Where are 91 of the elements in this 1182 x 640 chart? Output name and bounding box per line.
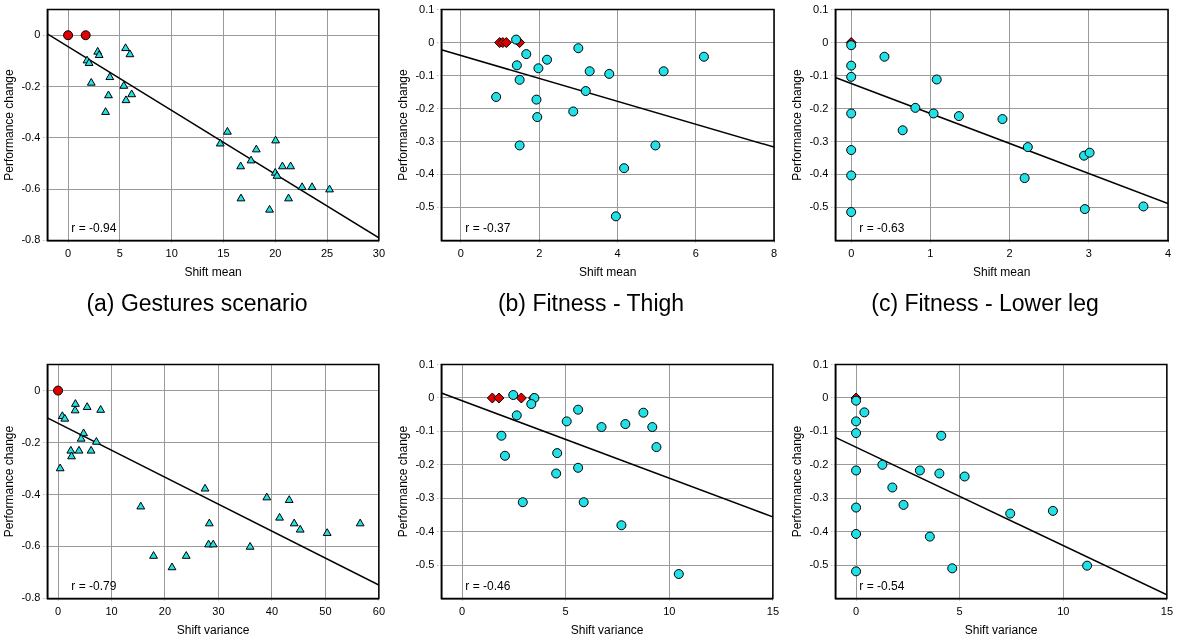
x-tick-label: 0 — [457, 247, 464, 260]
x-tick-label: 8 — [770, 247, 778, 260]
annotation: r = -0.79 — [71, 578, 117, 593]
y-tick-label: 0 — [428, 35, 435, 48]
x-axis-title: Shift variance — [176, 623, 250, 638]
y-tick-label: -0.2 — [415, 457, 435, 470]
y-tick-label: -0.1 — [809, 68, 829, 81]
x-tick-label: 15 — [1160, 605, 1174, 618]
text: (c) Fitness - Lower leg — [870, 290, 1100, 317]
y-axis-title: Performance change — [395, 68, 410, 181]
x-axis-title: Shift variance — [964, 623, 1038, 638]
x-tick-label: 4 — [1164, 247, 1172, 260]
x-tick-label: 10 — [165, 247, 178, 260]
y-tick-label: 0.1 — [419, 357, 435, 370]
annotation: r = -0.94 — [71, 220, 117, 235]
y-axis-title: Performance change — [1, 425, 16, 538]
y-axis-title: Performance change — [789, 68, 804, 181]
x-tick-label: 30 — [212, 605, 225, 618]
y-tick-label: -0.3 — [415, 134, 435, 147]
x-tick-label: 25 — [320, 247, 334, 260]
x-tick-label: 10 — [1057, 605, 1070, 618]
y-tick-label: -0.4 — [21, 487, 41, 500]
y-tick-label: 0.1 — [419, 2, 435, 15]
y-tick-label: -0.4 — [415, 524, 435, 537]
x-tick-label: 0 — [65, 247, 72, 260]
x-tick-label: 0 — [853, 605, 860, 618]
y-axis-title: Performance change — [395, 425, 410, 538]
x-tick-label: 0 — [54, 605, 62, 618]
x-tick-label: 40 — [265, 605, 279, 618]
annotation: r = -0.37 — [465, 220, 511, 235]
x-axis-title: Shift mean — [972, 265, 1031, 280]
annotation: r = -0.63 — [859, 220, 905, 235]
y-tick-label: -0.4 — [809, 524, 829, 537]
y-tick-label: -0.4 — [415, 167, 435, 180]
x-tick-label: 1 — [927, 247, 934, 260]
x-tick-label: 4 — [614, 247, 621, 260]
y-tick-label: 0.1 — [813, 2, 829, 15]
y-tick-label: 0 — [822, 35, 829, 48]
y-tick-label: -0.1 — [415, 424, 435, 437]
y-axis-title: Performance change — [789, 425, 804, 538]
y-tick-label: -0.2 — [415, 101, 435, 114]
y-tick-label: -0.6 — [21, 539, 41, 552]
x-tick-label: 5 — [562, 605, 569, 618]
annotation: r = -0.46 — [465, 578, 511, 593]
y-tick-label: -0.5 — [415, 200, 435, 213]
y-tick-label: -0.5 — [809, 200, 829, 213]
y-tick-label: -0.3 — [809, 134, 829, 147]
y-tick-label: -0.2 — [21, 79, 41, 92]
x-tick-label: 10 — [663, 605, 676, 618]
x-tick-label: 20 — [158, 605, 172, 618]
x-tick-label: 15 — [217, 247, 230, 260]
text: (b) Fitness - Thigh — [496, 290, 686, 317]
x-tick-label: 15 — [766, 605, 780, 618]
y-axis-title: Performance change — [1, 68, 16, 181]
y-tick-label: 0.1 — [813, 357, 829, 370]
y-tick-label: 0 — [822, 391, 829, 404]
x-tick-label: 5 — [956, 605, 963, 618]
y-tick-label: -0.8 — [21, 591, 41, 604]
x-tick-label: 0 — [459, 605, 466, 618]
y-tick-label: -0.3 — [415, 491, 435, 504]
y-tick-label: -0.1 — [415, 68, 435, 81]
x-tick-label: 20 — [269, 247, 282, 260]
y-tick-label: -0.5 — [809, 558, 829, 571]
x-tick-label: 0 — [848, 247, 855, 260]
x-tick-label: 10 — [105, 605, 118, 618]
x-axis-title: Shift variance — [570, 623, 644, 638]
y-tick-label: -0.3 — [809, 491, 829, 504]
y-tick-label: -0.6 — [21, 182, 41, 195]
y-tick-label: -0.1 — [809, 424, 829, 437]
y-tick-label: -0.4 — [21, 130, 41, 143]
x-tick-label: 50 — [319, 605, 332, 618]
x-tick-label: 2 — [1006, 247, 1013, 260]
x-tick-label: 5 — [116, 247, 123, 260]
x-tick-label: 6 — [692, 247, 699, 260]
y-tick-label: 0 — [428, 391, 435, 404]
y-tick-label: 0 — [34, 383, 41, 396]
x-tick-label: 3 — [1085, 247, 1092, 260]
y-tick-label: -0.2 — [21, 435, 41, 448]
x-tick-label: 2 — [536, 247, 543, 260]
y-tick-label: -0.2 — [809, 457, 829, 470]
x-tick-label: 60 — [372, 605, 386, 618]
y-tick-label: -0.2 — [809, 101, 829, 114]
y-tick-label: 0 — [34, 28, 41, 41]
y-tick-label: -0.8 — [21, 233, 41, 246]
x-axis-title: Shift mean — [184, 265, 242, 280]
y-tick-label: -0.4 — [809, 167, 829, 180]
x-axis-title: Shift mean — [578, 265, 637, 280]
text: (a) Gestures scenario — [85, 290, 309, 317]
y-tick-label: -0.5 — [415, 558, 435, 571]
annotation: r = -0.54 — [859, 578, 905, 593]
x-tick-label: 30 — [372, 247, 386, 260]
